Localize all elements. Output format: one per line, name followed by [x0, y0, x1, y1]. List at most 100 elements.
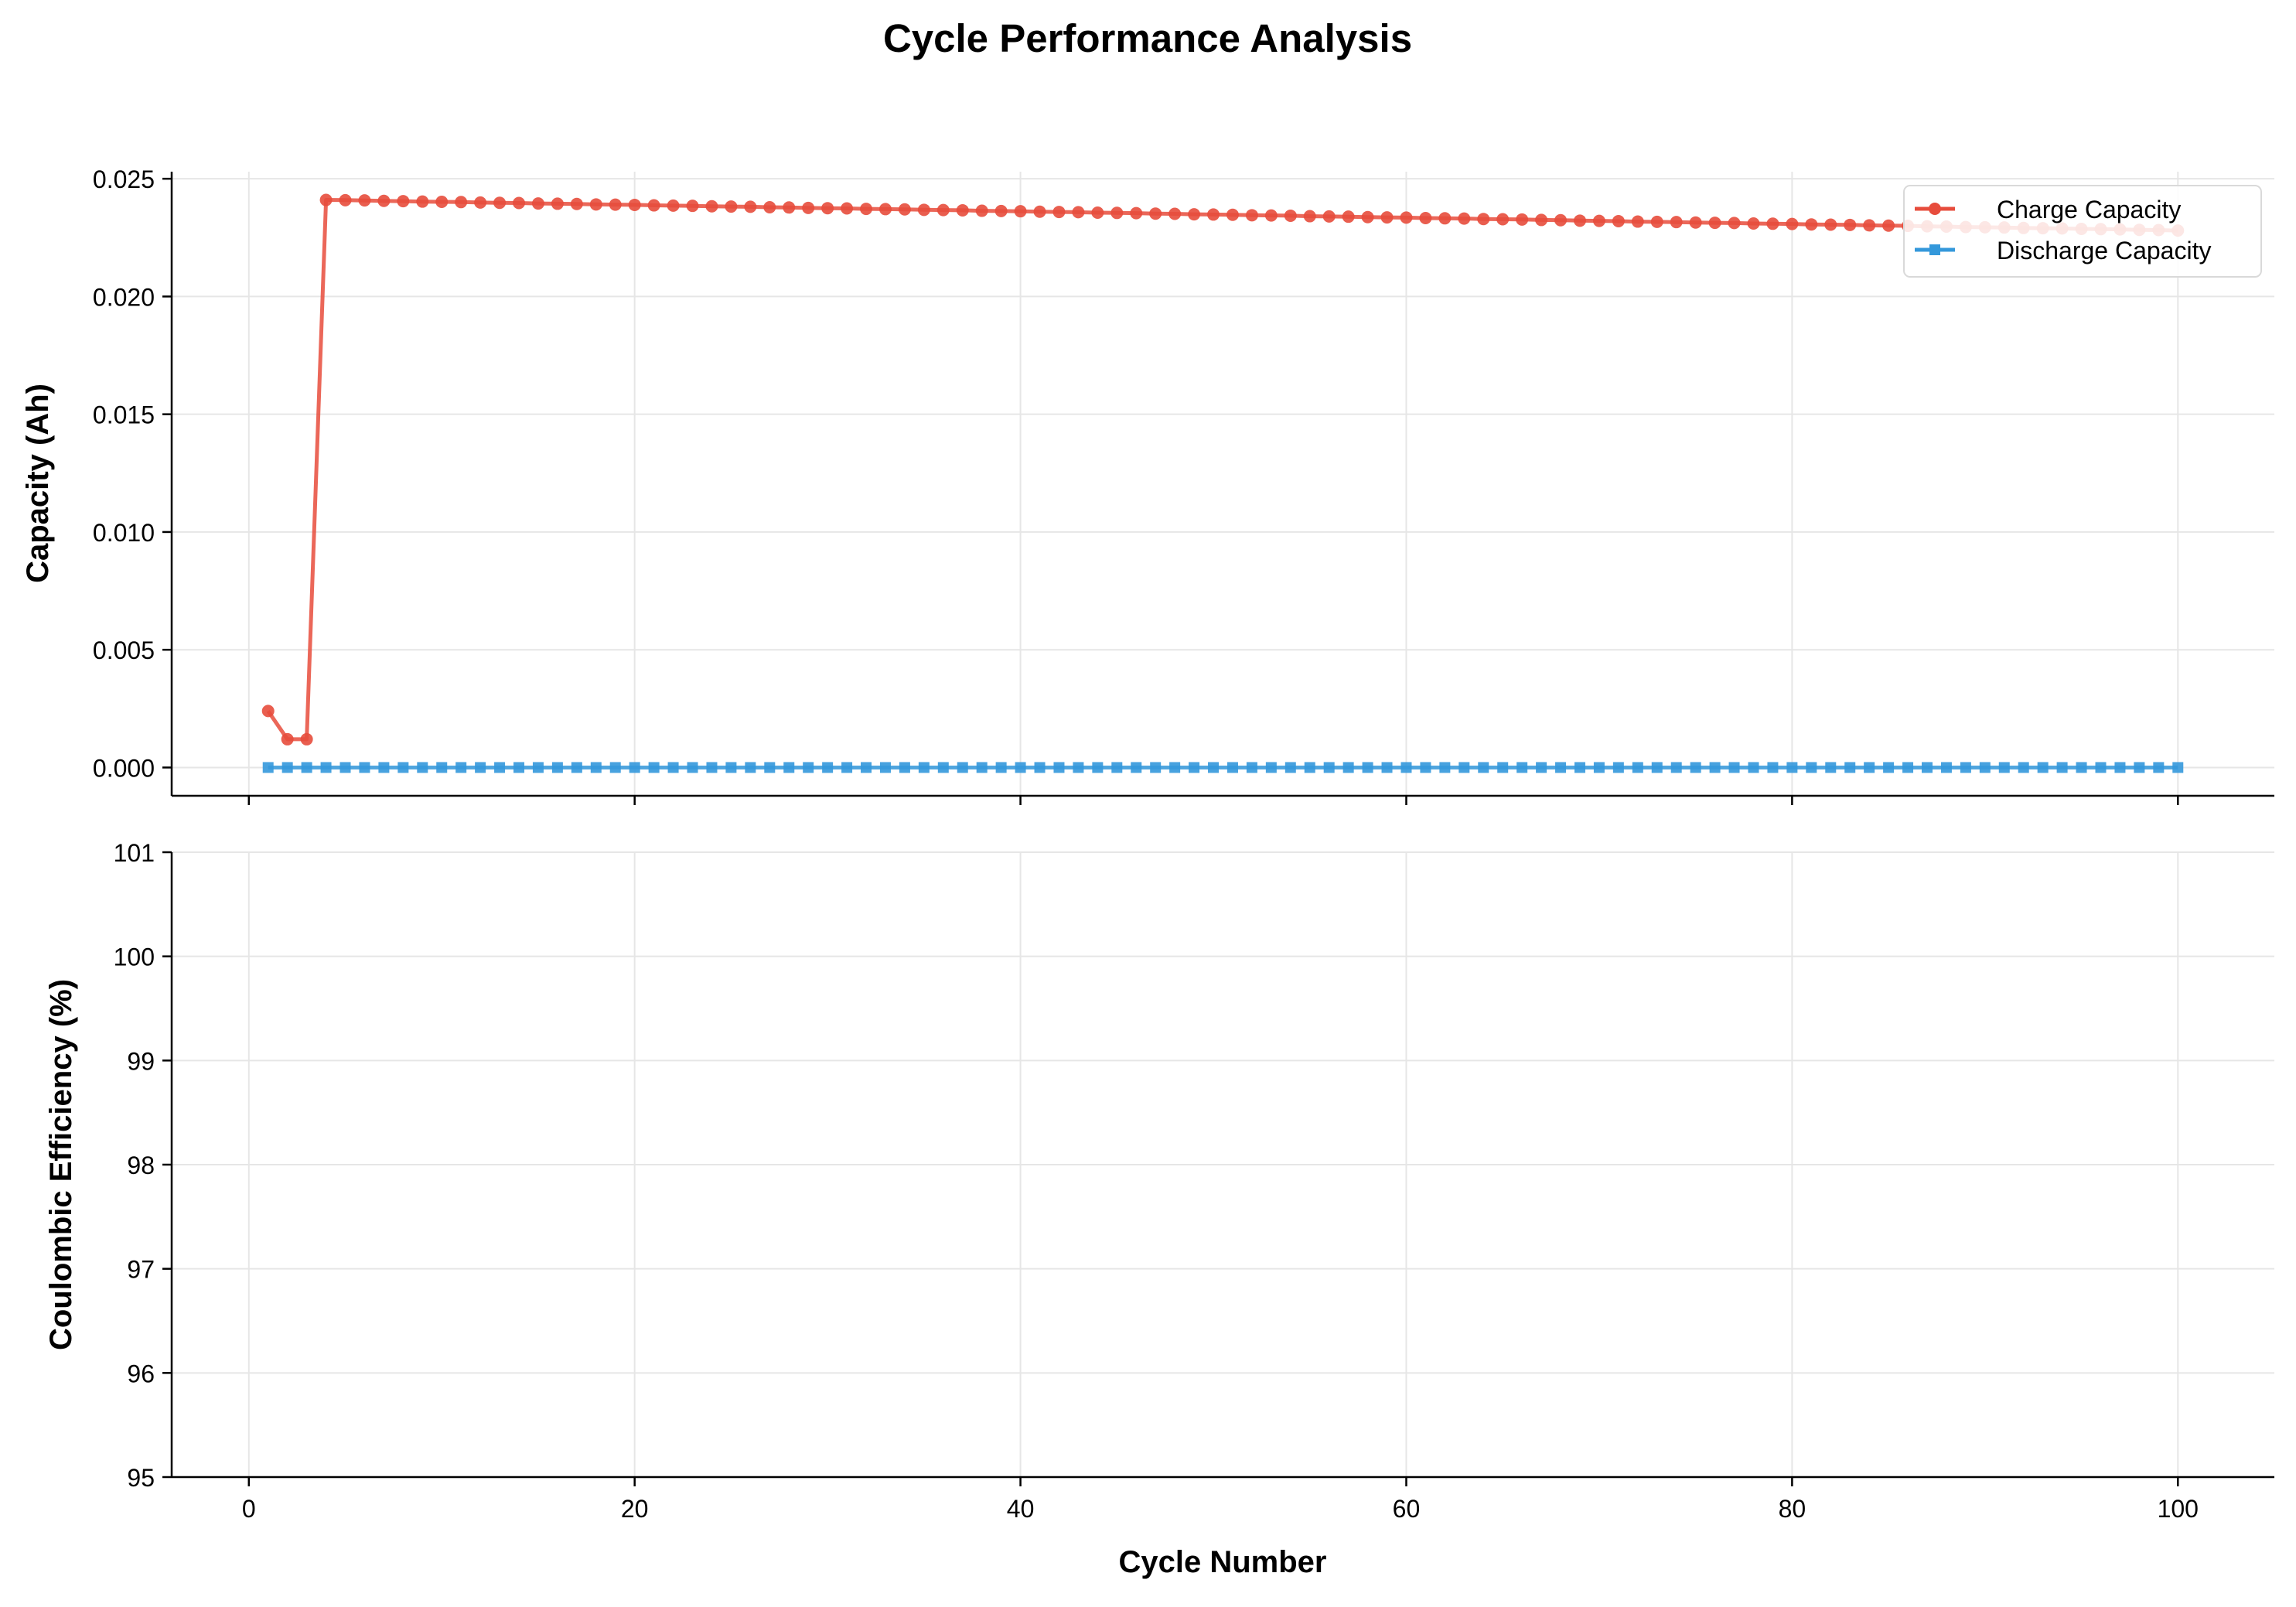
chart-title: Cycle Performance Analysis	[883, 16, 1412, 60]
data-point	[1632, 762, 1643, 773]
capacity-y-tick-label: 0.025	[93, 165, 155, 193]
data-point	[300, 732, 313, 745]
data-point	[860, 203, 873, 216]
cycle-number-x-axis-label: Cycle Number	[1119, 1545, 1327, 1579]
data-point	[2037, 762, 2049, 773]
data-point	[319, 193, 333, 206]
data-point	[918, 762, 930, 773]
data-point	[1246, 762, 1257, 773]
data-point	[261, 705, 275, 718]
data-point	[994, 204, 1008, 217]
data-point	[1555, 762, 1567, 773]
data-point	[1902, 762, 1914, 773]
data-point	[1670, 216, 1683, 229]
data-point	[570, 197, 583, 210]
data-point	[1014, 205, 1027, 218]
data-point	[1168, 207, 1182, 220]
data-point	[1690, 762, 1701, 773]
data-point	[976, 762, 988, 773]
data-point	[2114, 762, 2126, 773]
legend: Charge Capacity Discharge Capacity	[1903, 185, 2262, 278]
data-point	[1689, 216, 1702, 229]
efficiency-y-tick-label: 97	[127, 1256, 155, 1284]
data-point	[551, 197, 564, 210]
data-point	[474, 196, 487, 209]
data-point	[2153, 762, 2165, 773]
efficiency-x-tick-label: 40	[1007, 1495, 1035, 1523]
data-point	[1245, 209, 1258, 222]
data-point	[320, 762, 332, 773]
legend-box	[1903, 185, 2262, 278]
data-point	[1342, 210, 1355, 223]
data-point	[2076, 762, 2087, 773]
data-point	[957, 762, 968, 773]
efficiency-panel: 95 96 97 98 99 100 101 0 20 40 60 80 100	[114, 839, 2274, 1523]
data-point	[917, 203, 930, 217]
data-point	[2134, 762, 2145, 773]
data-point	[455, 762, 467, 773]
efficiency-y-tick-label: 99	[127, 1047, 155, 1075]
data-point	[1380, 211, 1394, 224]
data-point	[1092, 762, 1104, 773]
data-point	[936, 203, 950, 217]
legend-discharge-capacity-marker	[1929, 244, 1940, 255]
data-point	[898, 203, 911, 216]
data-point	[628, 198, 641, 211]
data-point	[455, 196, 468, 209]
data-point	[1284, 209, 1297, 222]
data-point	[1034, 762, 1046, 773]
data-point	[1825, 762, 1837, 773]
data-point	[1844, 218, 1857, 231]
data-point	[1053, 762, 1065, 773]
data-point	[763, 200, 776, 213]
data-point	[1786, 217, 1799, 230]
legend-discharge-capacity-label: Discharge Capacity	[1997, 237, 2211, 264]
data-point	[667, 762, 679, 773]
data-point	[1208, 762, 1220, 773]
efficiency-grid	[172, 851, 2274, 1478]
data-point	[1592, 214, 1605, 227]
data-point	[1573, 214, 1586, 227]
efficiency-y-axis-label: Coulombic Efficiency (%)	[44, 979, 78, 1350]
data-point	[1824, 218, 1837, 231]
data-point	[532, 762, 544, 773]
data-point	[1052, 206, 1066, 219]
data-point	[1998, 762, 2010, 773]
data-point	[609, 762, 621, 773]
data-point	[493, 196, 507, 210]
data-point	[359, 762, 370, 773]
data-point	[1612, 762, 1624, 773]
data-point	[1864, 762, 1875, 773]
data-point	[629, 762, 640, 773]
data-point	[706, 762, 718, 773]
data-point	[1207, 208, 1220, 221]
data-point	[1650, 215, 1663, 228]
data-point	[725, 762, 737, 773]
data-point	[1478, 762, 1489, 773]
data-point	[1708, 217, 1721, 230]
data-point	[783, 201, 796, 214]
data-point	[1323, 762, 1335, 773]
data-point	[1631, 215, 1644, 228]
efficiency-y-tick-label: 101	[114, 839, 155, 867]
capacity-y-tick-label: 0.020	[93, 283, 155, 311]
data-point	[513, 196, 526, 210]
data-point	[937, 762, 949, 773]
data-point	[1883, 762, 1895, 773]
data-point	[475, 762, 486, 773]
data-point	[1748, 762, 1759, 773]
data-point	[1073, 762, 1084, 773]
data-point	[339, 193, 352, 206]
data-point	[1130, 206, 1143, 220]
data-point	[975, 204, 988, 217]
data-point	[841, 762, 853, 773]
data-point	[861, 762, 872, 773]
data-point	[841, 202, 854, 215]
data-point	[609, 198, 622, 211]
data-point	[1169, 762, 1181, 773]
data-point	[1844, 762, 1856, 773]
capacity-y-tick-label: 0.000	[93, 754, 155, 782]
data-point	[1400, 211, 1413, 224]
data-point	[1072, 206, 1085, 219]
data-point	[417, 762, 428, 773]
